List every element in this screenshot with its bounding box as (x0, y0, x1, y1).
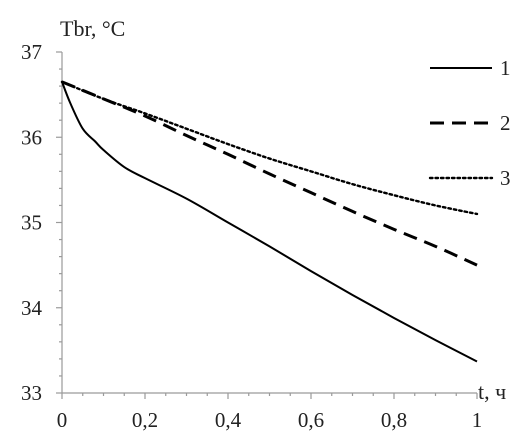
series-lines (60, 80, 479, 363)
y-tick-label: 36 (21, 125, 42, 149)
series-line-2 (61, 80, 478, 267)
tick-marks: 33 34 35 36 37 0 0,2 0,4 0,6 0,8 1 (21, 40, 482, 432)
x-tick-label: 0,4 (215, 408, 242, 432)
y-tick-label: 33 (21, 381, 42, 405)
legend-label-1: 1 (500, 56, 511, 80)
x-tick-label: 0 (57, 408, 68, 432)
axes (61, 52, 477, 394)
x-tick-label: 0,8 (381, 408, 407, 432)
x-axis-title: t, ч (478, 379, 506, 404)
x-tick-label: 1 (472, 408, 483, 432)
series-line-1 (61, 81, 478, 363)
y-axis-title: Tbr, °C (60, 16, 125, 41)
series-line-3 (60, 80, 479, 216)
y-tick-label: 34 (21, 296, 43, 320)
legend-label-2: 2 (500, 111, 511, 135)
x-tick-label: 0,6 (298, 408, 324, 432)
legend-label-3: 3 (500, 166, 511, 190)
y-tick-label: 37 (21, 40, 42, 64)
x-tick-label: 0,2 (132, 408, 158, 432)
y-tick-label: 35 (21, 211, 42, 235)
legend: 1 2 3 (428, 56, 511, 190)
